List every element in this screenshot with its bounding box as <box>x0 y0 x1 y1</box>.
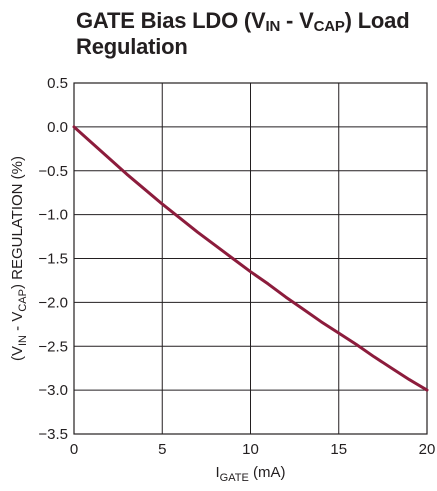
y-tick-label: −1.0 <box>38 207 68 224</box>
grid-lines <box>73 82 428 435</box>
series-layer <box>72 125 429 392</box>
y-tick-label: −1.5 <box>38 251 68 268</box>
series-line <box>72 125 429 392</box>
title-text-part1: GATE Bias LDO (V <box>76 8 266 33</box>
title-text-line2: Regulation <box>76 34 188 59</box>
plot-frame <box>73 82 428 435</box>
y-axis-title-sub-cap: CAP <box>17 289 29 312</box>
tick-labels: 0 5 10 15 20 0.5 0.0 −0.5 −1.0 −1.5 −2.0 −2.5 −3.0 −3… <box>38 75 435 458</box>
y-tick-label: −3.5 <box>38 426 68 443</box>
x-tick-label: 10 <box>242 441 259 458</box>
title-text-part2: - V <box>280 8 314 33</box>
x-axis-title-main: I <box>216 464 220 481</box>
y-tick-label: 0.0 <box>47 119 68 136</box>
x-axis-title: IGATE (mA) <box>216 464 286 484</box>
y-axis-title: (VIN - VCAP) REGULATION (%) <box>9 156 29 361</box>
x-tick-label: 20 <box>419 441 436 458</box>
title-text-part3: ) Load <box>344 8 410 33</box>
y-axis-title-mid: - V <box>9 312 26 335</box>
x-tick-label: 5 <box>158 441 166 458</box>
title-subscript-in: IN <box>265 18 281 35</box>
x-axis-title-sub: GATE <box>220 472 249 484</box>
chart-title: GATE Bias LDO (VIN - VCAP) Load Regulatio… <box>76 8 431 60</box>
y-axis-title-sub-in: IN <box>17 335 29 346</box>
y-tick-label: 0.5 <box>47 75 68 92</box>
x-tick-label: 15 <box>330 441 347 458</box>
title-subscript-cap: CAP <box>313 18 345 35</box>
y-axis-title-suffix: ) REGULATION (%) <box>9 156 26 289</box>
y-tick-label: −2.0 <box>38 294 68 311</box>
y-tick-label: −3.0 <box>38 382 68 399</box>
x-tick-label: 0 <box>70 441 78 458</box>
x-axis-title-suffix: (mA) <box>249 464 286 481</box>
y-tick-label: −0.5 <box>38 163 68 180</box>
y-axis-title-prefix: (V <box>9 346 26 361</box>
y-tick-label: −2.5 <box>38 338 68 355</box>
